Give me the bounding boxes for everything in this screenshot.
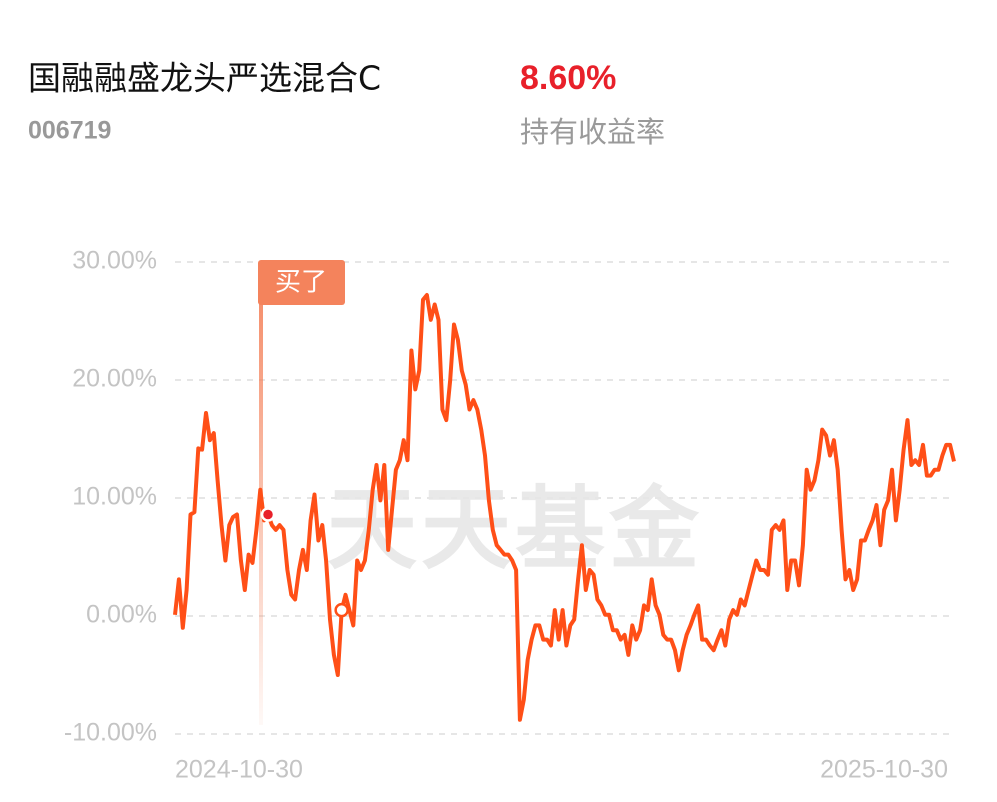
y-tick-label: 0.00% <box>86 601 157 629</box>
trade-point <box>334 602 349 618</box>
holding-return-caption: 持有收益率 <box>520 115 665 149</box>
x-tick-label: 2024-10-30 <box>175 756 303 784</box>
fund-name: 国融融盛龙头严选混合C <box>28 59 381 98</box>
y-tick-label: 20.00% <box>72 365 157 393</box>
trade-point <box>260 507 276 522</box>
y-tick-label: -10.00% <box>64 719 157 747</box>
plot <box>173 293 956 722</box>
holding-return: 8.60% <box>520 59 616 97</box>
line <box>173 293 956 722</box>
x-tick-label: 2025-10-30 <box>820 756 948 784</box>
grid: -10.00% 0.00% 10.00% 20.00% 30.00% 2024-10-30… <box>64 247 950 784</box>
buy-tag-text: 买了 <box>275 268 327 298</box>
fund-code: 006719 <box>28 117 111 145</box>
y-tick-label: 10.00% <box>72 483 157 511</box>
buy-tag <box>258 260 345 305</box>
y-tick-label: 30.00% <box>72 247 157 275</box>
